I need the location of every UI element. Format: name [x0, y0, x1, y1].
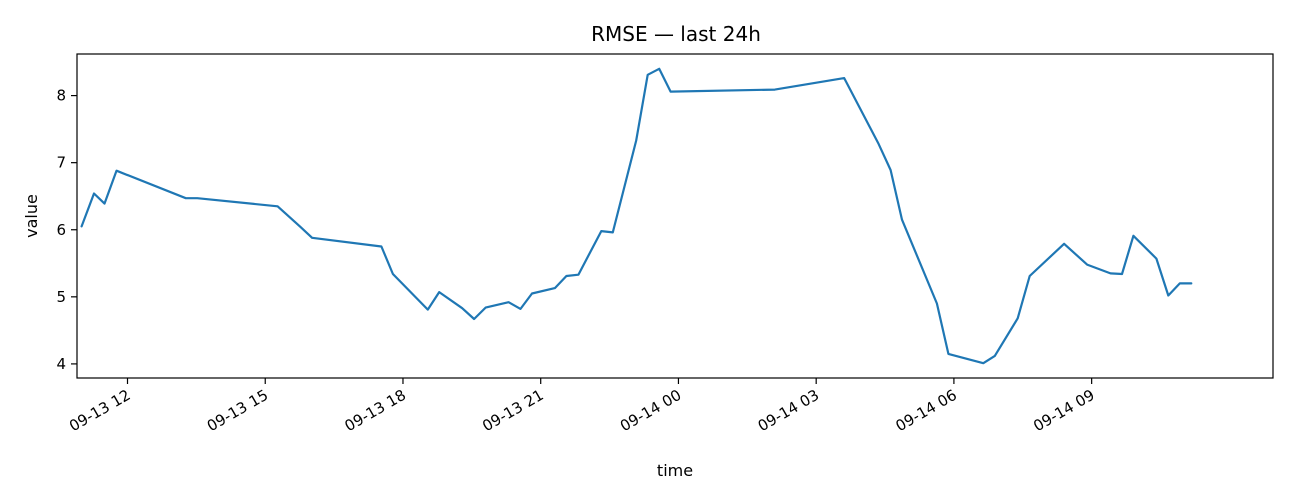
plot-frame: [76, 53, 1274, 379]
plot-area: [80, 67, 1193, 365]
chart-title: RMSE — last 24h: [591, 22, 761, 46]
x-tick-label: 09-14 06: [892, 386, 959, 435]
x-axis: 09-13 12 09-13 15 09-13 18 09-13 21 09-14 00…: [66, 378, 1098, 435]
x-tick-label: 09-14 03: [755, 386, 822, 435]
y-tick-label: 4: [56, 355, 66, 373]
x-axis-label: time: [657, 461, 693, 480]
series-line-rmse: [80, 67, 1193, 365]
x-tick-label: 09-14 09: [1030, 386, 1097, 435]
x-tick-label: 09-13 15: [204, 386, 271, 435]
y-axis-label: value: [22, 194, 41, 238]
y-axis: 4 5 6 7 8: [56, 87, 77, 373]
y-tick-label: 8: [56, 87, 66, 105]
x-tick-label: 09-14 00: [617, 386, 684, 435]
x-tick-label: 09-13 12: [66, 386, 133, 435]
y-tick-label: 6: [56, 221, 66, 239]
y-tick-label: 7: [56, 154, 66, 172]
y-tick-label: 5: [56, 288, 66, 306]
x-tick-label: 09-13 18: [342, 386, 409, 435]
x-tick-label: 09-13 21: [479, 386, 546, 435]
